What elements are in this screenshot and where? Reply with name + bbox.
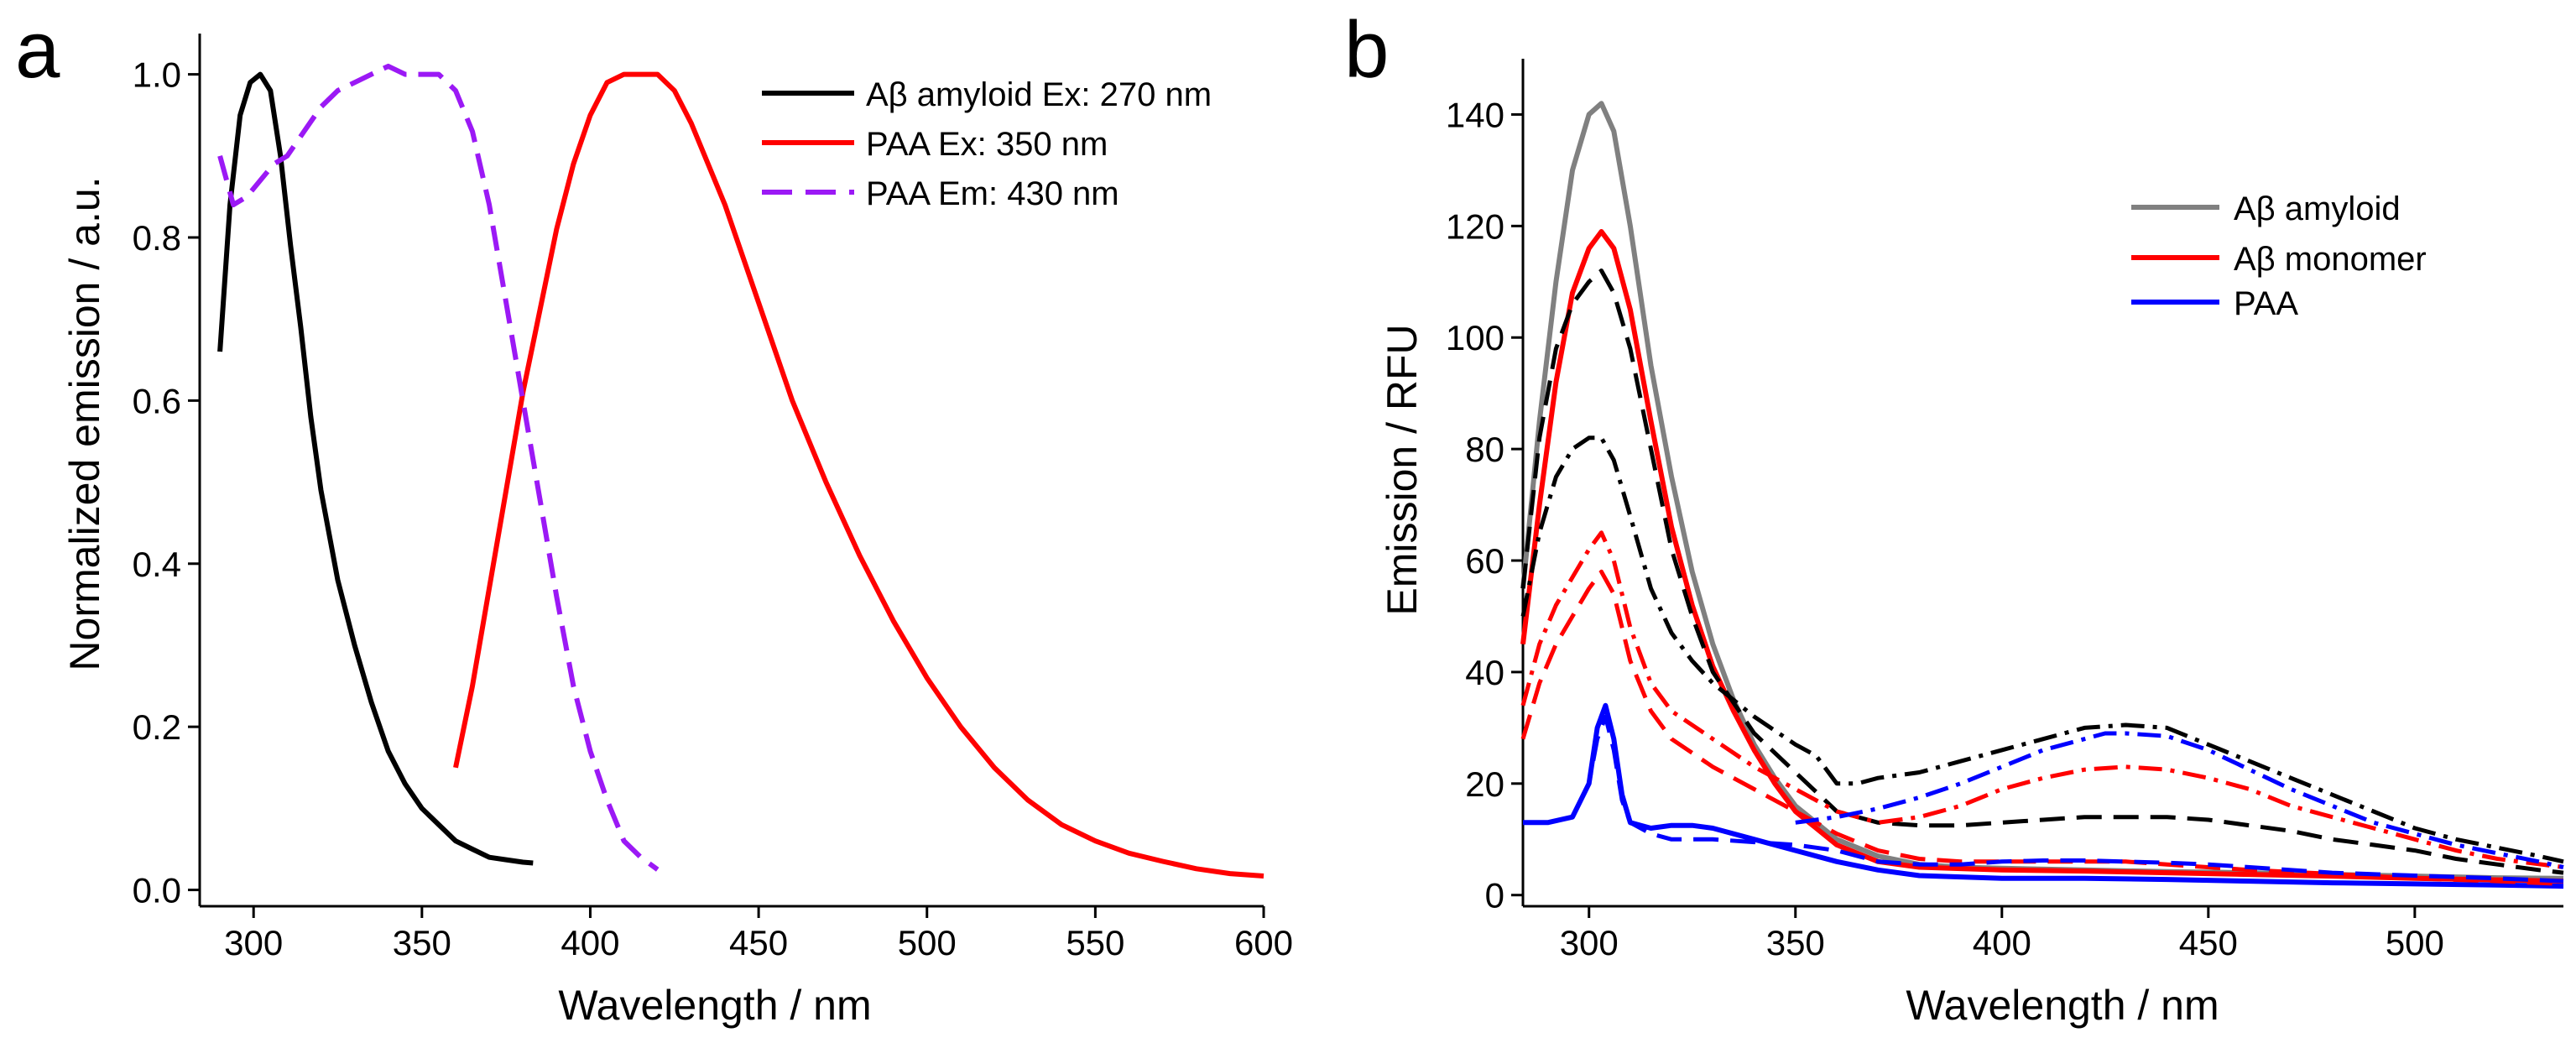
panel-a-series (217, 63, 1265, 879)
panel-b-series-line (1520, 229, 2564, 884)
y-tick-label: 0 (1485, 876, 1504, 915)
x-tick-label: 400 (1973, 923, 2031, 962)
x-tick-label: 600 (1234, 923, 1293, 962)
panel-a-xlabel: Wavelength / nm (558, 982, 871, 1029)
y-tick-label: 140 (1446, 95, 1504, 134)
x-tick-label: 450 (729, 923, 788, 962)
x-tick-label: 450 (2179, 923, 2238, 962)
panel-b-series-line (1795, 731, 2564, 869)
panel-label-a: a (15, 5, 60, 95)
x-tick-label: 350 (393, 923, 451, 962)
panel-a-legend: Aβ amyloid Ex: 270 nm PAA Ex: 350 nm PAA… (762, 76, 1212, 212)
panel-b-series-line (1523, 714, 2564, 884)
y-tick-label: 0.8 (133, 218, 181, 258)
panel-b-series-line (1520, 269, 2564, 875)
legend-b-label-1: Aβ monomer (2234, 241, 2427, 278)
panel-a-series-line (453, 71, 1265, 879)
panel-b-series-line (1520, 435, 2564, 864)
legend-a-label-1: PAA Ex: 350 nm (866, 126, 1108, 163)
panel-b-series-line (1520, 101, 2564, 881)
y-tick-label: 0.2 (133, 707, 181, 747)
x-tick-label: 350 (1766, 923, 1825, 962)
panel-b-xlabel: Wavelength / nm (1906, 982, 2219, 1029)
panel-b-ylabel: Emission / RFU (1379, 324, 1426, 615)
legend-b-label-0: Aβ amyloid (2234, 190, 2401, 227)
panel-a-axes: 300 350 400 450 500 550 600 0.0 0.2 0.4 0.6 0.8 1.0 (133, 34, 1293, 962)
y-tick-label: 0.4 (133, 545, 181, 584)
x-tick-label: 400 (561, 923, 619, 962)
legend-b-label-2: PAA (2234, 285, 2298, 322)
y-tick-label: 20 (1465, 764, 1504, 804)
y-tick-label: 100 (1446, 318, 1504, 357)
panel-b-series-line (1520, 569, 2564, 886)
y-tick-label: 80 (1465, 430, 1504, 469)
x-tick-label: 550 (1066, 923, 1124, 962)
panel-b-series-line (1523, 702, 2564, 889)
panel-b-chart: 300 350 400 450 500 0 20 40 60 80 100 120 140 Wavele… (1379, 59, 2564, 1029)
x-tick-label: 500 (2386, 923, 2444, 962)
y-tick-label: 0.6 (133, 381, 181, 420)
x-tick-label: 300 (224, 923, 283, 962)
panel-b-series (1520, 101, 2564, 889)
panel-b-axes: 300 350 400 450 500 0 20 40 60 80 100 120 140 (1446, 59, 2563, 962)
x-tick-label: 300 (1560, 923, 1619, 962)
y-tick-label: 1.0 (133, 55, 181, 95)
panel-a-ylabel: Normalized emission / a.u. (61, 176, 108, 670)
x-tick-label: 500 (898, 923, 957, 962)
panel-b-series-line (1520, 530, 2564, 869)
y-tick-label: 60 (1465, 541, 1504, 581)
panel-b-legend: Aβ amyloid Aβ monomer PAA (2131, 190, 2427, 322)
panel-label-b: b (1344, 5, 1389, 95)
panel-a-series-line (217, 63, 660, 872)
panel-a-series-line (217, 71, 534, 866)
y-tick-label: 0.0 (133, 871, 181, 910)
legend-a-label-2: PAA Em: 430 nm (866, 175, 1119, 212)
panel-a-chart: 300 350 400 450 500 550 6000.00.20.40.60.81.0 … (61, 34, 1293, 1029)
y-tick-label: 120 (1446, 206, 1504, 246)
legend-a-label-0: Aβ amyloid Ex: 270 nm (866, 76, 1212, 113)
y-tick-label: 40 (1465, 653, 1504, 692)
